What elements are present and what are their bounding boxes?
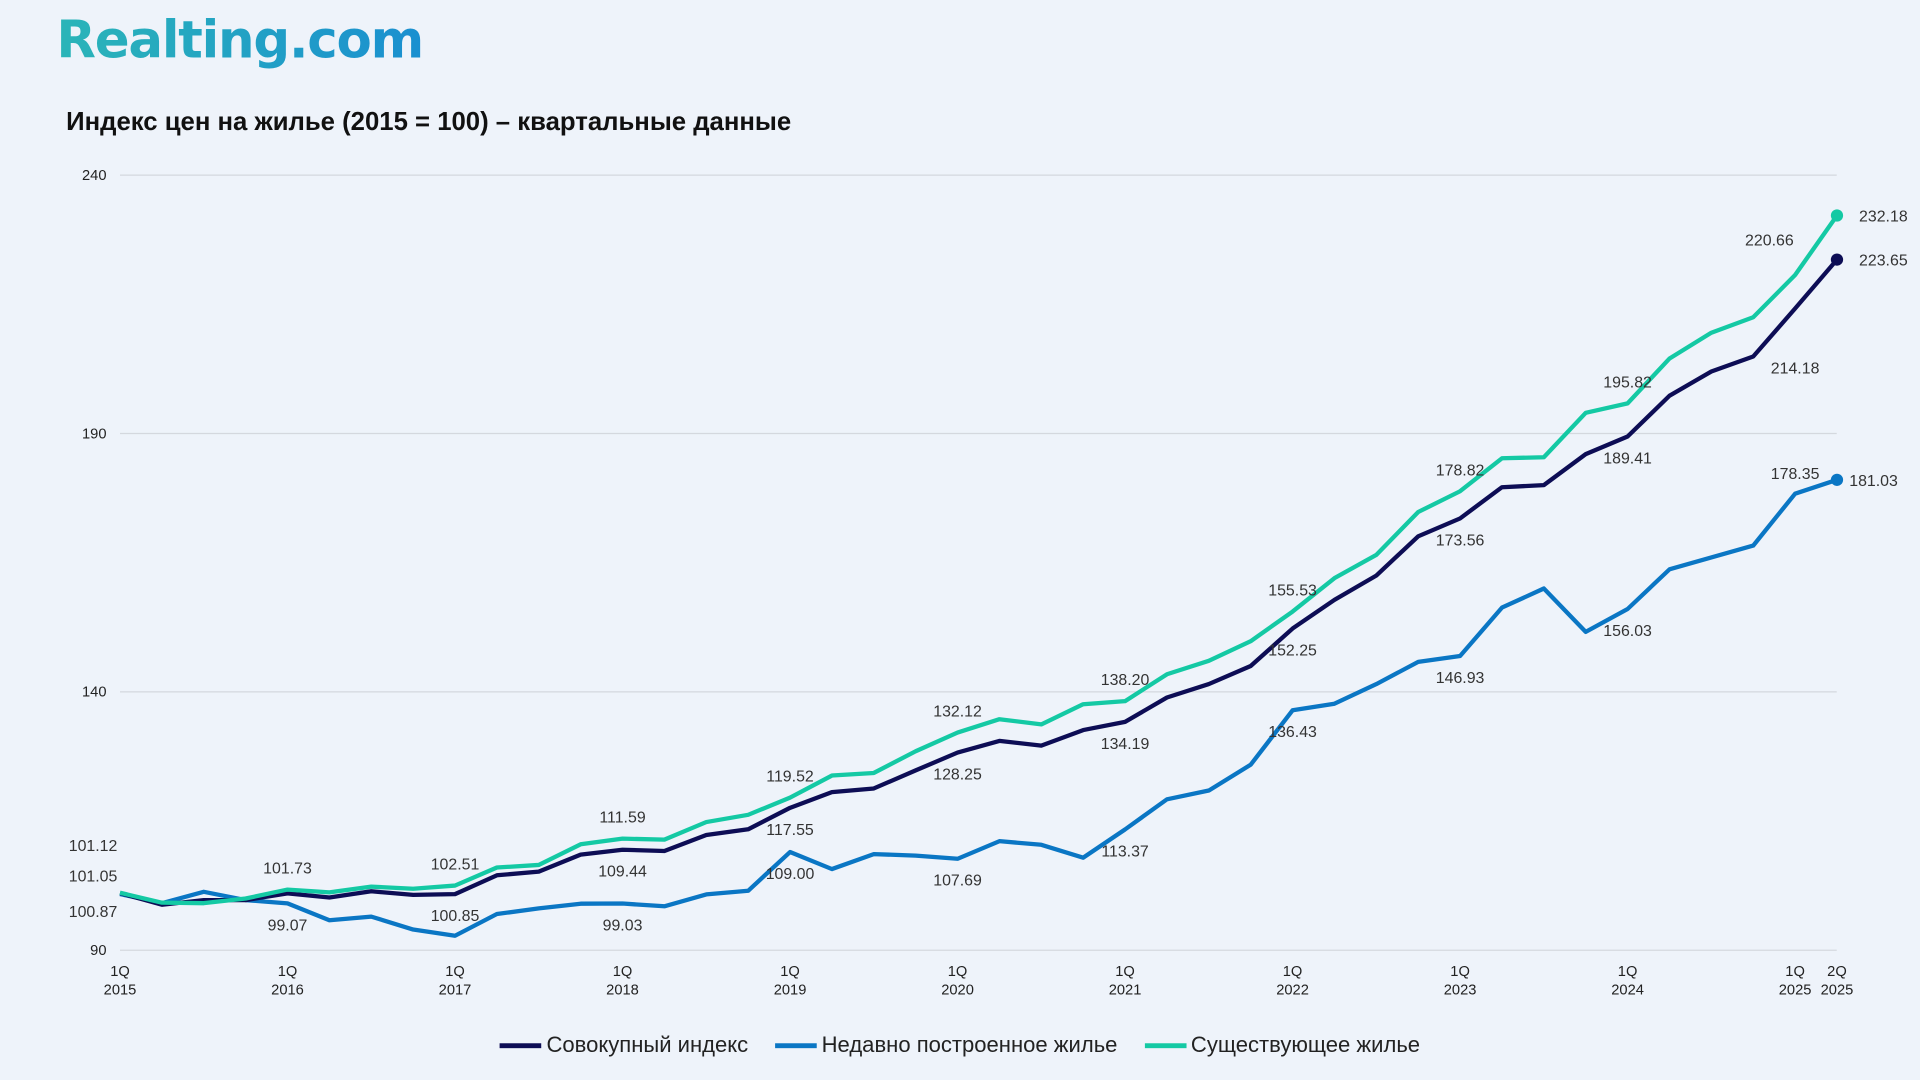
- x-tick-label: 2019: [774, 982, 807, 998]
- x-tick-label: 1Q: [1115, 964, 1135, 980]
- end-point-marker: [1830, 253, 1844, 266]
- data-label: 136.43: [1268, 724, 1317, 741]
- y-tick-label: 240: [82, 168, 107, 184]
- chart-title: Индекс цен на жилье (2015 = 100) – кварт…: [66, 107, 792, 136]
- legend-label: Существующее жилье: [1190, 1032, 1421, 1057]
- x-tick-label: 1Q: [1785, 964, 1805, 980]
- data-label: 101.05: [69, 869, 118, 886]
- data-label: 152.25: [1268, 642, 1317, 659]
- data-label: 232.18: [1859, 209, 1908, 226]
- data-label: 178.35: [1771, 466, 1820, 483]
- legend-item-new: Недавно построенное жилье: [775, 1032, 1117, 1058]
- data-label: 173.56: [1436, 532, 1485, 549]
- data-label: 195.82: [1603, 374, 1652, 391]
- legend: Совокупный индекс Недавно построенное жи…: [0, 1032, 1920, 1058]
- x-tick-label: 2022: [1276, 982, 1309, 998]
- x-tick-label: 2018: [606, 982, 639, 998]
- data-label: 102.51: [431, 857, 480, 874]
- x-tick-label: 1Q: [1618, 964, 1638, 980]
- data-label: 100.87: [69, 904, 118, 921]
- x-tick-label: 2023: [1444, 982, 1477, 998]
- legend-item-composite: Совокупный индекс: [499, 1032, 749, 1058]
- x-tick-label: 2017: [439, 982, 472, 998]
- legend-swatch: [499, 1042, 542, 1048]
- x-tick-label: 2021: [1109, 982, 1142, 998]
- y-tick-label: 90: [90, 943, 106, 959]
- data-label: 214.18: [1771, 360, 1820, 377]
- data-label: 101.12: [69, 838, 118, 855]
- y-tick-label: 190: [82, 426, 107, 442]
- series-line: [119, 258, 1839, 907]
- series-line: [119, 477, 1838, 938]
- x-tick-label: 2015: [104, 982, 137, 998]
- data-label: 109.00: [766, 866, 815, 883]
- series-line: [119, 214, 1839, 906]
- legend-label: Совокупный индекс: [546, 1032, 749, 1057]
- line-chart: 90 140 190 240 1Q 2015 1Q 2016 1Q 2017 1Q 2018 1Q 201…: [69, 168, 1908, 998]
- data-label: 111.59: [599, 810, 645, 827]
- data-label: 146.93: [1436, 670, 1485, 687]
- end-point-marker: [1830, 473, 1844, 486]
- legend-swatch: [775, 1042, 817, 1048]
- data-label: 117.55: [766, 822, 814, 839]
- data-label: 178.82: [1436, 462, 1485, 479]
- x-tick-label: 2Q: [1827, 964, 1847, 980]
- data-label: 134.19: [1101, 736, 1150, 753]
- legend-label: Недавно построенное жилье: [821, 1032, 1118, 1057]
- x-tick-label: 1Q: [948, 964, 968, 980]
- realting-logo: Realting.com: [56, 9, 424, 70]
- data-label: 99.03: [603, 917, 643, 934]
- data-label: 181.03: [1849, 473, 1898, 490]
- x-tick-label: 1Q: [1283, 964, 1303, 980]
- x-tick-label: 2025: [1821, 982, 1854, 998]
- x-tick-label: 1Q: [780, 964, 800, 980]
- end-point-marker: [1830, 209, 1844, 222]
- data-label: 119.52: [766, 769, 814, 786]
- x-tick-label: 1Q: [278, 964, 298, 980]
- x-tick-label: 1Q: [110, 964, 130, 980]
- data-label: 138.20: [1101, 672, 1150, 689]
- data-label: 100.85: [431, 908, 480, 925]
- x-tick-label: 1Q: [1450, 964, 1470, 980]
- data-label: 132.12: [933, 704, 982, 721]
- x-tick-label: 1Q: [445, 964, 465, 980]
- data-label: 189.41: [1603, 450, 1652, 467]
- data-label: 99.07: [268, 917, 308, 934]
- data-label: 223.65: [1859, 253, 1908, 270]
- data-label: 101.73: [263, 861, 312, 878]
- legend-item-existing: Существующее жилье: [1144, 1032, 1420, 1058]
- legend-swatch: [1144, 1042, 1187, 1048]
- x-tick-label: 2025: [1779, 982, 1812, 998]
- data-label: 109.44: [598, 864, 647, 881]
- data-label: 128.25: [933, 766, 982, 783]
- x-tick-label: 2024: [1611, 982, 1644, 998]
- x-tick-label: 1Q: [613, 964, 633, 980]
- y-tick-label: 140: [82, 685, 107, 701]
- x-tick-label: 2016: [271, 982, 304, 998]
- data-label: 220.66: [1745, 233, 1794, 250]
- data-label: 155.53: [1268, 583, 1317, 600]
- data-label: 113.37: [1101, 843, 1149, 860]
- data-label: 156.03: [1603, 623, 1652, 640]
- x-tick-label: 2020: [941, 982, 974, 998]
- data-label: 107.69: [933, 873, 982, 890]
